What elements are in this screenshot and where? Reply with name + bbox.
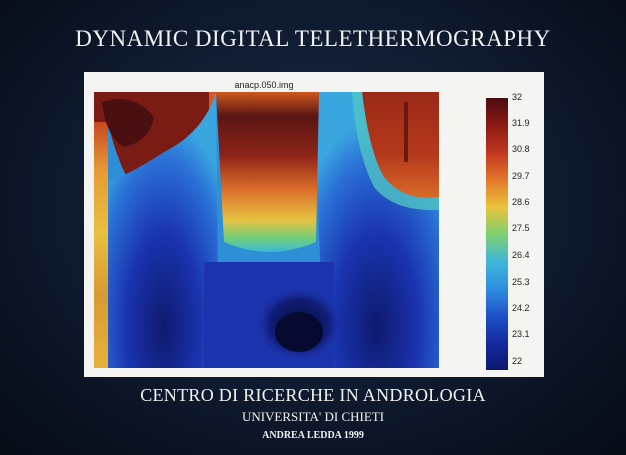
colorbar-tick: 24.2: [512, 303, 530, 313]
colorbar-tick: 27.5: [512, 223, 530, 233]
thermal-image: [94, 92, 439, 368]
thermogram-panel: anacp.050.img: [84, 72, 544, 377]
caption-research-center: CENTRO DI RICERCHE IN ANDROLOGIA: [140, 385, 486, 405]
colorbar-tick: 31.9: [512, 118, 530, 128]
temperature-colorbar: [486, 98, 508, 370]
image-filename: anacp.050.img: [234, 80, 294, 90]
colorbar-tick: 22: [512, 356, 523, 366]
caption-author-year: ANDREA LEDDA 1999: [262, 430, 364, 441]
colorbar-tick: 28.6: [512, 197, 530, 207]
colorbar-tick: 25.3: [512, 277, 530, 287]
colorbar-tick: 29.7: [512, 171, 530, 181]
colorbar-tick: 30.8: [512, 144, 530, 154]
colorbar-tick: 23.1: [512, 329, 530, 339]
colorbar-tick: 26.4: [512, 250, 530, 260]
colorbar-tick: 32: [512, 92, 523, 102]
caption-university: UNIVERSITA' DI CHIETI: [241, 409, 385, 424]
slide-title: DYNAMIC DIGITAL TELETHERMOGRAPHY: [75, 26, 551, 51]
